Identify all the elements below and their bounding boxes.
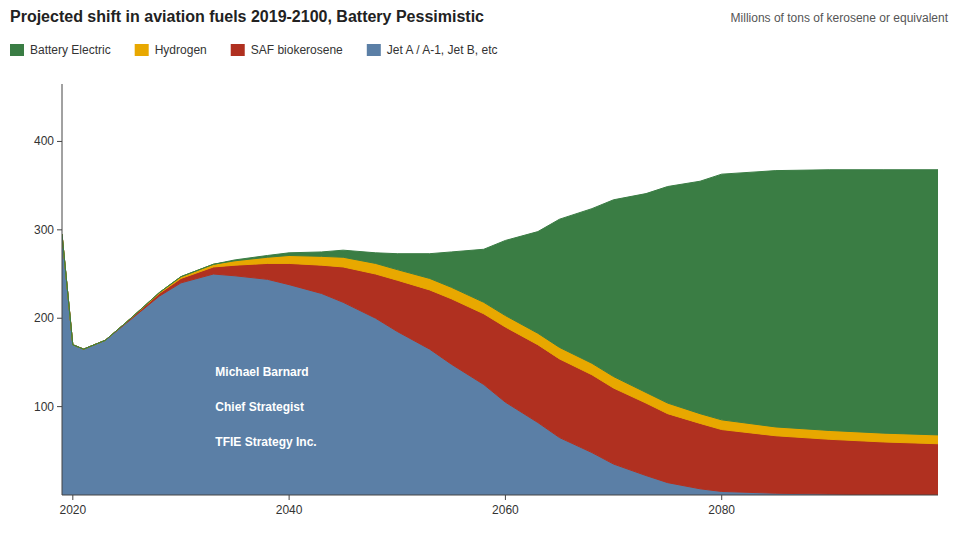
legend-label: Jet A / A-1, Jet B, etc: [387, 43, 498, 57]
y-tick: [57, 406, 62, 407]
annotation: Michael Barnard: [215, 365, 308, 379]
y-axis: [62, 84, 63, 495]
y-tick-label: 100: [34, 400, 54, 414]
y-tick: [57, 229, 62, 230]
x-tick-label: 2040: [276, 503, 303, 517]
x-tick: [289, 495, 290, 500]
x-tick-label: 2060: [492, 503, 519, 517]
legend-swatch: [10, 44, 24, 56]
x-tick-label: 2020: [59, 503, 86, 517]
legend-swatch: [367, 44, 381, 56]
x-axis: [62, 495, 938, 496]
title: Projected shift in aviation fuels 2019-2…: [10, 8, 484, 25]
area: [62, 170, 938, 435]
x-tick: [505, 495, 506, 500]
legend: Battery Electric Hydrogen SAF biokerosene J…: [10, 43, 498, 57]
plot-area: [62, 170, 938, 495]
chart: Projected shift in aviation fuels 2019-2…: [0, 0, 958, 535]
x-tick: [721, 495, 722, 500]
y-tick: [57, 141, 62, 142]
legend-label: SAF biokerosene: [251, 43, 343, 57]
x-tick: [72, 495, 73, 500]
legend-label: Hydrogen: [155, 43, 207, 57]
legend-label: Battery Electric: [30, 43, 111, 57]
annotation: Chief Strategist: [215, 400, 304, 414]
y-tick-label: 400: [34, 134, 54, 148]
y-tick-label: 200: [34, 311, 54, 325]
subtitle: Millions of tons of kerosene or equivale…: [731, 11, 949, 25]
y-tick-label: 300: [34, 223, 54, 237]
annotation: TFIE Strategy Inc.: [215, 435, 316, 449]
legend-swatch: [231, 44, 245, 56]
x-tick-label: 2080: [708, 503, 735, 517]
y-tick: [57, 318, 62, 319]
legend-swatch: [135, 44, 149, 56]
